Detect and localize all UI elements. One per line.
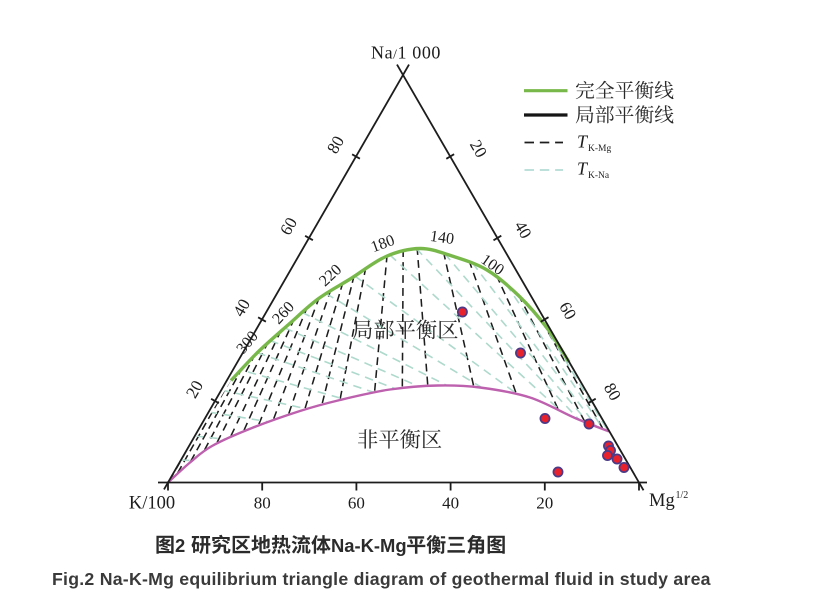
svg-text:80: 80 <box>254 494 271 513</box>
svg-text:K/100: K/100 <box>129 494 175 514</box>
svg-text:140: 140 <box>429 228 455 248</box>
svg-text:Na/1 000: Na/1 000 <box>371 43 441 63</box>
svg-text:1/2: 1/2 <box>676 490 689 501</box>
svg-text:20: 20 <box>536 494 553 513</box>
svg-text:40: 40 <box>442 494 459 513</box>
svg-text:2: 2 <box>175 535 190 556</box>
svg-text:60: 60 <box>348 494 365 513</box>
svg-text:K-Na: K-Na <box>588 171 610 181</box>
svg-text:Mg: Mg <box>649 491 675 511</box>
svg-text:Fig.2 Na-K-Mg equilibrium tria: Fig.2 Na-K-Mg equilibrium triangle diagr… <box>52 569 711 589</box>
svg-text:T: T <box>577 159 589 179</box>
svg-text:T: T <box>577 131 589 151</box>
svg-text:Na-K-Mg: Na-K-Mg <box>331 535 407 556</box>
svg-text:K-Mg: K-Mg <box>588 144 611 154</box>
